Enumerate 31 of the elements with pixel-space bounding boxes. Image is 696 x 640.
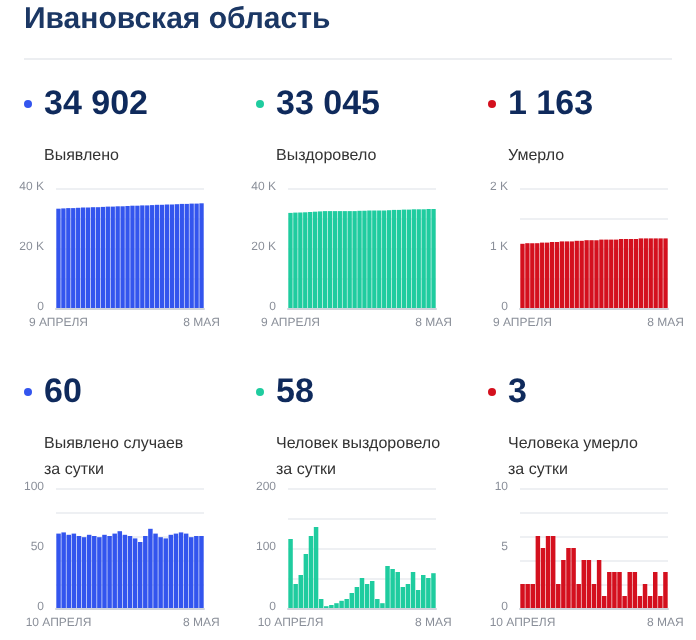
bar xyxy=(344,599,349,608)
bar xyxy=(385,566,390,608)
bar xyxy=(431,573,436,608)
chart-title: Человека умерло за сутки xyxy=(508,432,638,482)
bar xyxy=(349,593,355,608)
chart-title: Выявлено xyxy=(44,144,119,168)
chart-title: Человек выздоровело за сутки xyxy=(276,432,441,482)
bar xyxy=(612,572,617,608)
chart-subtitle: 60 xyxy=(44,372,82,412)
chart-title: Выздоровело xyxy=(276,144,377,168)
chart-subtitle: 1 163 xyxy=(508,84,594,124)
chart-subtitle: 3 xyxy=(508,372,527,412)
bar xyxy=(566,548,571,608)
bar xyxy=(390,569,395,608)
bar xyxy=(288,539,293,608)
bar xyxy=(627,572,632,608)
bar xyxy=(520,584,525,608)
chart-title: Выявлено случаев за сутки xyxy=(44,432,184,482)
bar xyxy=(571,548,576,608)
bar xyxy=(607,572,612,608)
chart-subtitle: 33 045 xyxy=(276,84,380,124)
chart-subtitle: 34 902 xyxy=(44,84,148,124)
bar xyxy=(426,578,431,608)
bar xyxy=(395,572,400,608)
bar xyxy=(525,584,530,608)
bar xyxy=(339,600,344,608)
text: Ивановская область xyxy=(24,2,331,36)
bar xyxy=(663,572,668,608)
chart-subtitle: 58 xyxy=(276,372,314,412)
bar xyxy=(617,572,622,608)
chart-title: Умерло xyxy=(508,144,565,168)
